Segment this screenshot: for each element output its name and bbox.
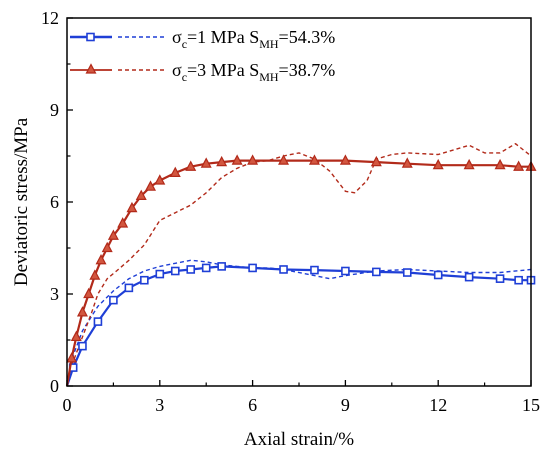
data-point-triangle bbox=[513, 160, 525, 171]
x-tick-label: 0 bbox=[63, 395, 72, 415]
y-tick-label: 12 bbox=[41, 8, 59, 28]
data-point-square bbox=[279, 265, 288, 274]
x-axis-title: Axial strain/% bbox=[244, 429, 354, 450]
data-point-square bbox=[109, 295, 118, 305]
data-point-square bbox=[78, 341, 87, 351]
series-line-dashed bbox=[66, 142, 532, 387]
legend-sigma-1: σ bbox=[172, 27, 182, 47]
data-point-square bbox=[124, 283, 134, 293]
x-tick-label: 9 bbox=[341, 395, 350, 415]
legend-label-1: σc=1 MPa SMH=54.3% bbox=[172, 27, 335, 51]
data-point-triangle bbox=[107, 229, 119, 240]
x-tick-label: 6 bbox=[248, 395, 257, 415]
data-point-square bbox=[93, 317, 103, 326]
data-point-triangle bbox=[185, 160, 197, 171]
data-point-triangle bbox=[145, 180, 157, 191]
data-point-triangle bbox=[231, 154, 243, 165]
data-point-square bbox=[155, 269, 165, 279]
legend-sigma-2: σ bbox=[172, 60, 182, 80]
data-point-triangle bbox=[432, 158, 444, 170]
legend-sub-c-1: c bbox=[182, 37, 187, 51]
data-point-square bbox=[514, 275, 523, 285]
data-point-triangle bbox=[70, 330, 82, 342]
legend-label-2: σc=3 MPa SMH=38.7% bbox=[172, 60, 335, 84]
x-tick-label: 3 bbox=[155, 395, 164, 415]
data-point-triangle bbox=[76, 306, 88, 317]
data-point-square bbox=[402, 268, 412, 277]
series-line-dashed bbox=[66, 259, 532, 387]
data-point-triangle bbox=[89, 269, 101, 280]
legend-entry-2: σc=3 MPa SMH=38.7% bbox=[70, 60, 335, 84]
legend-tail-2: =38.7% bbox=[279, 60, 336, 80]
data-point-square bbox=[248, 263, 257, 273]
legend-marker-square bbox=[86, 32, 95, 42]
legend-sub-mh-1: MH bbox=[259, 37, 279, 51]
data-point-square bbox=[140, 275, 149, 285]
data-point-square bbox=[186, 265, 196, 274]
data-point-triangle bbox=[216, 155, 228, 167]
data-point-triangle bbox=[339, 154, 351, 165]
data-point-square bbox=[341, 266, 350, 276]
legend-sub-mh-2: MH bbox=[259, 70, 279, 84]
y-tick-label: 6 bbox=[50, 192, 59, 212]
data-point-triangle bbox=[370, 155, 382, 167]
data-point-triangle bbox=[101, 241, 113, 253]
legend-entry-1: σc=1 MPa SMH=54.3% bbox=[70, 27, 335, 51]
y-tick-label: 3 bbox=[50, 284, 59, 304]
series-line-solid bbox=[65, 159, 531, 387]
data-point-square bbox=[464, 272, 474, 282]
data-point-square bbox=[433, 270, 443, 280]
data-point-square bbox=[310, 265, 319, 275]
data-point-triangle bbox=[200, 157, 212, 168]
plot-area bbox=[65, 142, 537, 387]
axis-ticks: 0 3 6 9 12 15 0 3 6 9 12 bbox=[41, 8, 540, 415]
series-line-solid bbox=[65, 265, 531, 387]
data-point-triangle bbox=[126, 201, 138, 213]
data-point-triangle bbox=[247, 154, 259, 165]
legend-mid-1: =1 MPa S bbox=[187, 27, 259, 47]
legend-mid-2: =3 MPa S bbox=[187, 60, 259, 80]
data-point-square bbox=[201, 263, 211, 273]
data-point-triangle bbox=[135, 189, 147, 200]
legend: σc=1 MPa SMH=54.3% σc=3 MPa SMH=38.7% bbox=[70, 27, 335, 84]
data-point-triangle bbox=[83, 287, 95, 299]
legend-marker-triangle bbox=[85, 63, 97, 74]
data-point-triangle bbox=[463, 158, 475, 170]
data-point-triangle bbox=[278, 154, 290, 165]
data-point-square bbox=[495, 274, 505, 283]
data-point-square bbox=[217, 262, 226, 271]
y-tick-label: 9 bbox=[50, 100, 59, 120]
data-point-square bbox=[170, 266, 180, 276]
data-point-triangle bbox=[169, 166, 181, 177]
data-point-square bbox=[372, 267, 381, 277]
y-tick-label: 0 bbox=[50, 376, 59, 396]
x-tick-label: 12 bbox=[429, 395, 447, 415]
data-point-triangle bbox=[95, 253, 107, 265]
y-axis-title: Deviatoric stress/MPa bbox=[11, 117, 32, 286]
data-point-triangle bbox=[154, 174, 166, 185]
data-point-triangle bbox=[308, 154, 320, 165]
legend-sub-c-2: c bbox=[182, 70, 187, 84]
data-point-triangle bbox=[117, 217, 129, 228]
data-point-triangle bbox=[494, 158, 506, 170]
x-tick-label: 15 bbox=[522, 395, 540, 415]
legend-tail-1: =54.3% bbox=[279, 27, 336, 47]
data-point-triangle bbox=[401, 157, 413, 168]
data-point-triangle bbox=[66, 352, 78, 363]
